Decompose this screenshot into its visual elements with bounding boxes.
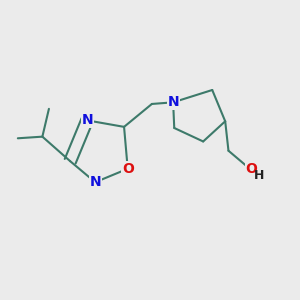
Text: N: N xyxy=(167,95,179,109)
Text: O: O xyxy=(245,162,257,176)
Text: H: H xyxy=(254,169,264,182)
Text: N: N xyxy=(81,113,93,127)
Text: N: N xyxy=(89,175,101,189)
Text: O: O xyxy=(122,162,134,176)
